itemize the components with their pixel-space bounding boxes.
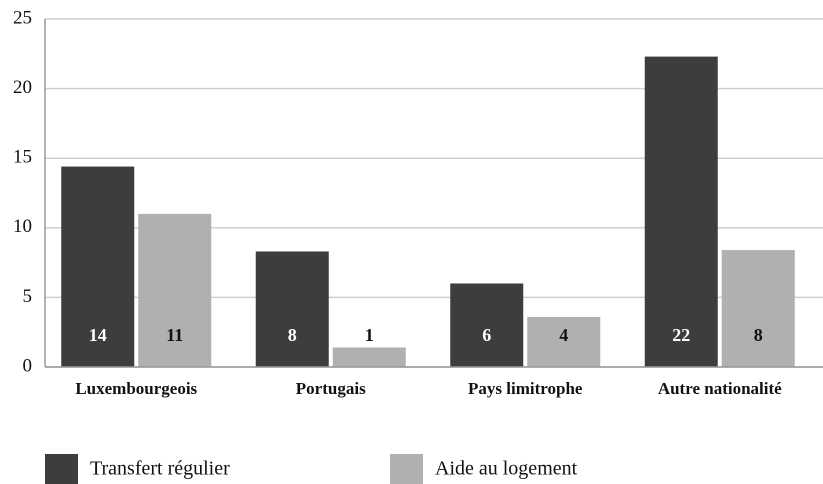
y-tick-label: 10 bbox=[13, 216, 32, 237]
value-label: 8 bbox=[754, 325, 763, 345]
value-label: 14 bbox=[89, 325, 107, 345]
y-tick-label: 15 bbox=[13, 147, 32, 168]
bar bbox=[527, 316, 601, 367]
value-label: 22 bbox=[672, 325, 690, 345]
bar bbox=[332, 347, 406, 367]
y-tick-label: 5 bbox=[23, 286, 33, 307]
bar bbox=[450, 283, 524, 367]
value-label: 6 bbox=[482, 325, 491, 345]
bar bbox=[644, 56, 718, 368]
value-label: 8 bbox=[288, 325, 297, 345]
value-label: 1 bbox=[365, 325, 374, 345]
y-tick-label: 25 bbox=[13, 7, 32, 28]
y-tick-label: 0 bbox=[23, 355, 33, 376]
x-tick-label: Luxembourgeois bbox=[75, 379, 197, 398]
bar bbox=[721, 250, 795, 367]
bar bbox=[255, 251, 329, 367]
legend-swatch bbox=[390, 454, 423, 484]
value-label: 4 bbox=[559, 325, 568, 345]
x-tick-label: Autre nationalité bbox=[658, 379, 782, 398]
x-tick-label: Pays limitrophe bbox=[468, 379, 583, 398]
y-tick-label: 20 bbox=[13, 77, 32, 98]
legend-label: Transfert régulier bbox=[90, 458, 230, 480]
bar bbox=[138, 213, 212, 367]
bar bbox=[61, 166, 135, 367]
legend-label: Aide au logement bbox=[435, 458, 578, 480]
value-label: 11 bbox=[166, 325, 183, 345]
legend-swatch bbox=[45, 454, 78, 484]
x-tick-label: Portugais bbox=[296, 379, 366, 398]
